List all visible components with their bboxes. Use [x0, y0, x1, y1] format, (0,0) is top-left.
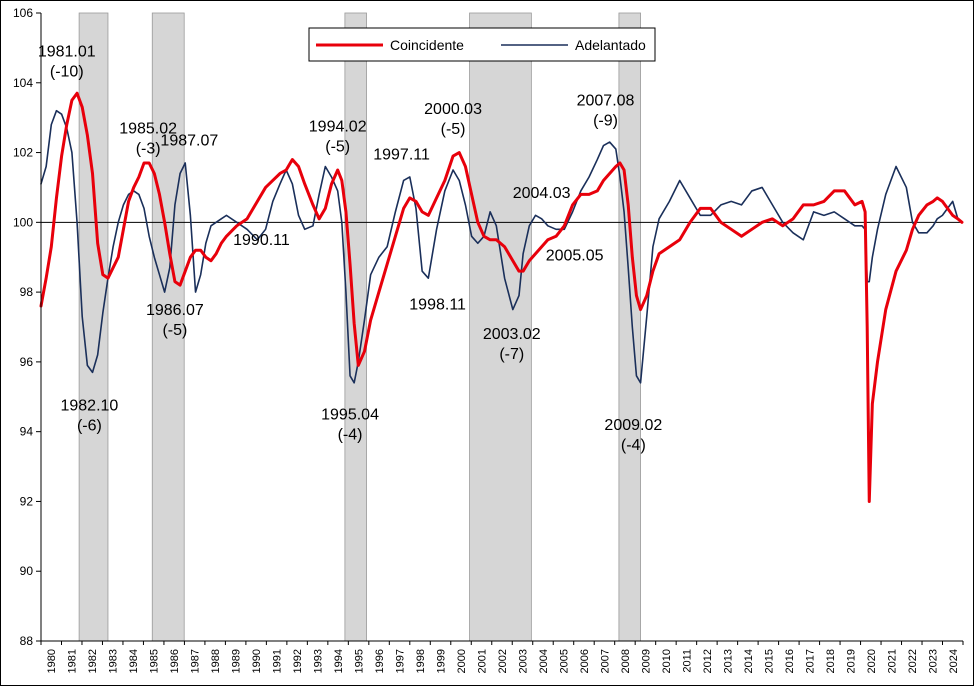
x-tick-label: 2003 [517, 649, 529, 673]
annotation-date: 2007.08 [577, 92, 635, 109]
x-tick-label: 1997 [395, 649, 407, 673]
annotation-date: 2003.02 [483, 326, 541, 343]
annotation-date: 2000.03 [424, 101, 482, 118]
x-tick-label: 1983 [108, 649, 120, 673]
series-line-coincidente [39, 91, 964, 503]
x-tick-label: 1980 [46, 649, 58, 673]
x-tick-label: 2024 [948, 649, 960, 673]
x-tick-label: 1992 [292, 649, 304, 673]
series-lines [39, 91, 964, 503]
x-tick-label: 2002 [497, 649, 509, 673]
peak-trough-annotations: 1981.01 (-10) 1982.10 (-6) 1985.02 (-3) 1987.0… [38, 44, 663, 454]
x-tick-label: 1985 [149, 649, 161, 673]
x-tick-label: 2013 [722, 649, 734, 673]
x-tick-label: 1996 [374, 649, 386, 673]
x-tick-label: 2000 [456, 649, 468, 673]
x-tick-label: 2023 [927, 649, 939, 673]
x-tick-label: 1987 [190, 649, 202, 673]
annotation-date: 1985.02 [119, 120, 177, 137]
x-tick-label: 2014 [743, 649, 755, 673]
x-tick-label: 2019 [845, 649, 857, 673]
recession-band-1 [151, 12, 185, 642]
x-tick-label: 1993 [313, 649, 325, 673]
x-tick-label: 2011 [681, 649, 693, 673]
annotation-lead: (-6) [77, 418, 102, 435]
x-tick-label: 2017 [804, 649, 816, 673]
y-tick-label: 106 [13, 6, 33, 20]
x-tick-label: 1988 [210, 649, 222, 673]
y-tick-label: 92 [20, 494, 34, 508]
annotation-date: 1997.11 [373, 147, 430, 164]
y-axis-ticks: 88 90 92 94 96 98 100 102 104 106 [13, 6, 41, 648]
y-tick-label: 90 [20, 564, 34, 578]
x-tick-label: 2006 [579, 649, 591, 673]
annotation-lead: (-5) [325, 139, 350, 156]
annotation-lead: (-10) [50, 64, 84, 81]
annotation-date: 2009.02 [604, 417, 662, 434]
y-tick-label: 94 [20, 425, 34, 439]
x-tick-label: 1999 [436, 649, 448, 673]
x-tick-label: 2009 [640, 649, 652, 673]
x-tick-label: 2021 [886, 649, 898, 673]
x-tick-label: 2005 [558, 649, 570, 673]
x-tick-label: 1982 [87, 649, 99, 673]
x-tick-label: 2012 [702, 649, 714, 673]
x-tick-label: 2022 [907, 649, 919, 673]
x-tick-label: 1998 [415, 649, 427, 673]
annotation-lead: (-9) [593, 112, 618, 129]
x-tick-label: 1986 [169, 649, 181, 673]
annotation-lead: (-4) [621, 437, 646, 454]
annotation-lead: (-5) [162, 322, 187, 339]
y-tick-label: 104 [13, 76, 33, 90]
x-tick-label: 2018 [825, 649, 837, 673]
annotation-date: 1987.07 [160, 133, 218, 150]
annotation-date: 2005.05 [546, 248, 604, 265]
legend: Coincidente Adelantado [308, 27, 656, 62]
x-tick-label: 2008 [620, 649, 632, 673]
x-tick-label: 2004 [538, 649, 550, 673]
x-tick-label: 1994 [333, 649, 345, 673]
annotation-lead: (-5) [441, 121, 466, 138]
annotation-date: 2004.03 [513, 185, 571, 202]
recession-band-3 [469, 12, 532, 642]
y-tick-label: 100 [13, 215, 33, 229]
y-tick-label: 102 [13, 146, 33, 160]
x-tick-label: 2020 [866, 649, 878, 673]
x-axis-ticks: 1980 1981 1982 1983 1984 1985 1986 1987 1988 1989… [40, 641, 964, 673]
x-tick-label: 1990 [251, 649, 263, 673]
legend-label-adelantado: Adelantado [575, 37, 646, 53]
annotation-date: 1986.07 [146, 302, 204, 319]
x-tick-label: 2007 [599, 649, 611, 673]
x-tick-label: 2015 [763, 649, 775, 673]
x-tick-label: 2010 [661, 649, 673, 673]
x-tick-label: 1989 [231, 649, 243, 673]
legend-label-coincidente: Coincidente [390, 37, 464, 53]
y-tick-label: 88 [20, 634, 34, 648]
x-tick-label: 1991 [272, 649, 284, 673]
annotation-date: 1995.04 [321, 406, 379, 423]
x-tick-label: 2016 [784, 649, 796, 673]
annotation-date: 1998.11 [409, 297, 466, 314]
x-tick-label: 1984 [128, 649, 140, 673]
annotation-date: 1990.11 [233, 232, 290, 249]
x-tick-label: 2001 [477, 649, 489, 673]
annotation-lead: (-3) [136, 140, 161, 157]
y-tick-label: 96 [20, 355, 34, 369]
annotation-date: 1994.02 [309, 119, 367, 136]
y-tick-label: 98 [20, 285, 34, 299]
annotation-date: 1981.01 [38, 44, 96, 61]
annotation-date: 1982.10 [60, 398, 118, 415]
series-line-adelantado [40, 109, 963, 384]
x-tick-label: 1995 [354, 649, 366, 673]
x-tick-label: 1981 [67, 649, 79, 673]
annotation-lead: (-7) [499, 346, 524, 363]
annotation-lead: (-4) [338, 426, 363, 443]
